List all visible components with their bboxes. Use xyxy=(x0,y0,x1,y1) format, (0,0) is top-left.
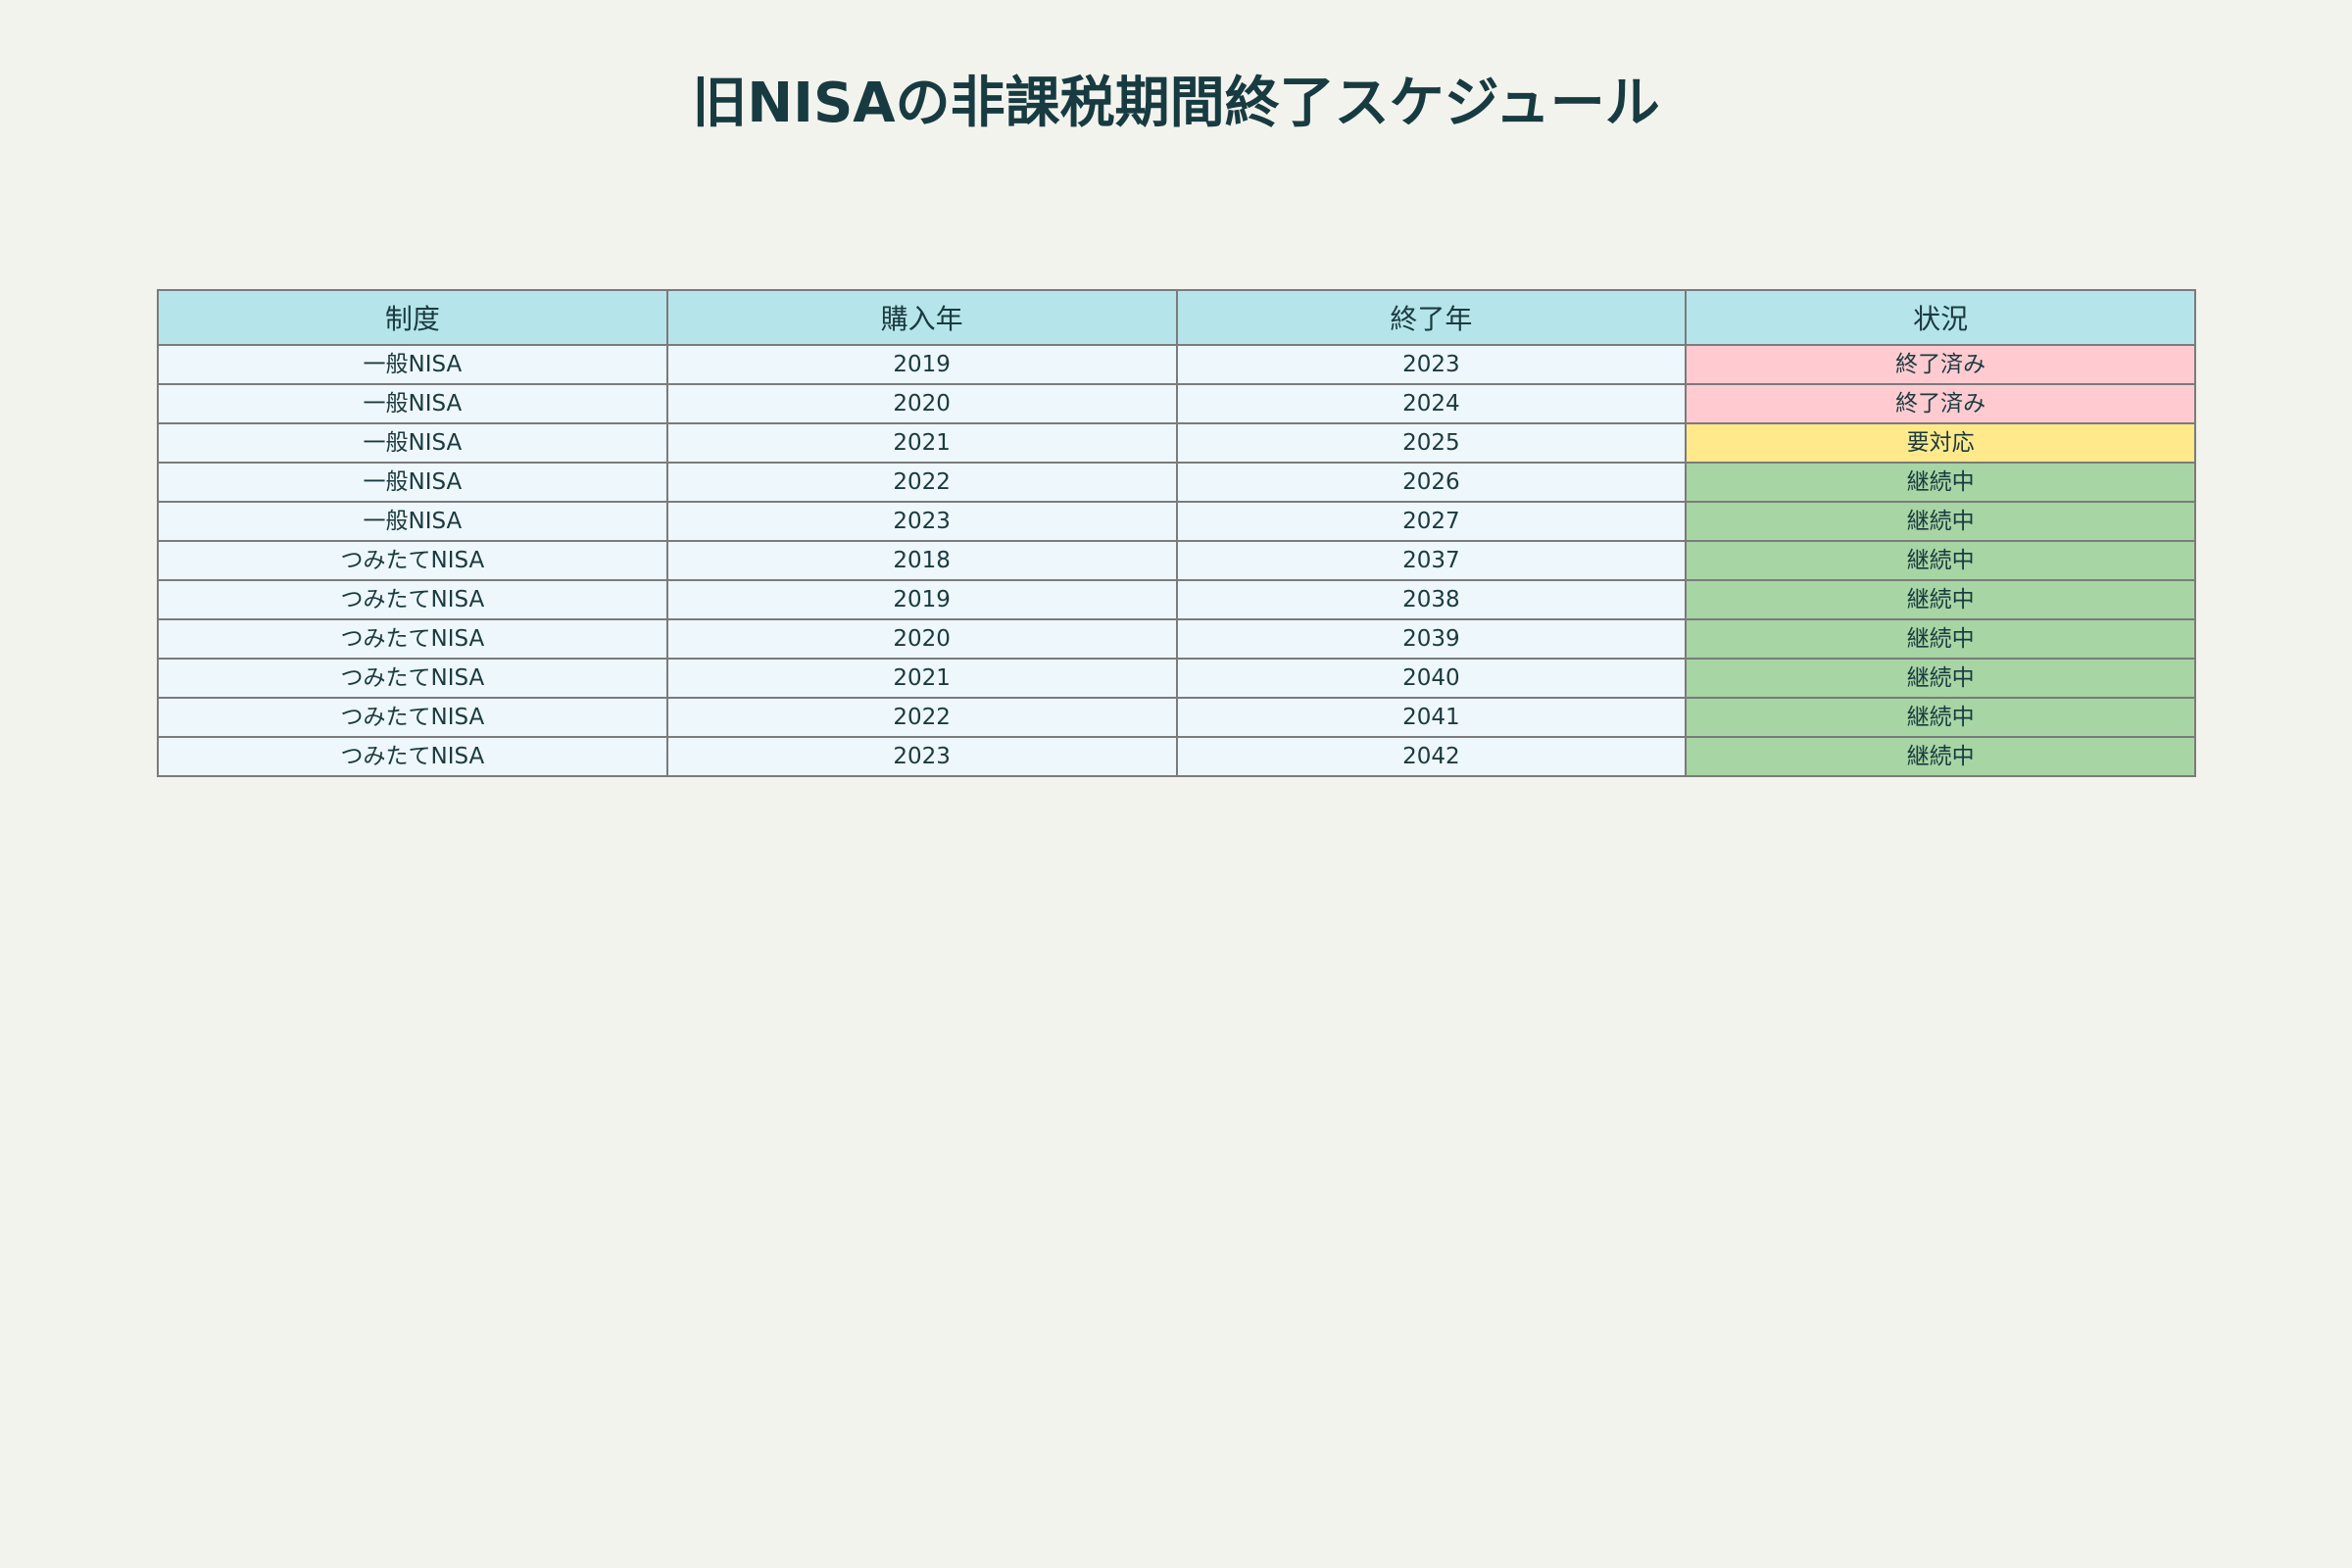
table-row: 一般NISA 2021 2025 要対応 xyxy=(157,422,2196,464)
table-body: 一般NISA 2019 2023 終了済み 一般NISA 2020 2024 終了済み 一般NI… xyxy=(157,344,2196,777)
cell-system: つみたてNISA xyxy=(157,736,668,777)
cell-end-year: 2026 xyxy=(1175,462,1688,503)
cell-status: 終了済み xyxy=(1685,344,2196,385)
cell-system: つみたてNISA xyxy=(157,697,668,738)
cell-end-year: 2042 xyxy=(1175,736,1688,777)
table-row: つみたてNISA 2022 2041 継続中 xyxy=(157,697,2196,738)
table-row: つみたてNISA 2021 2040 継続中 xyxy=(157,658,2196,699)
cell-system: 一般NISA xyxy=(157,422,668,464)
cell-status: 終了済み xyxy=(1685,383,2196,424)
cell-purchase-year: 2019 xyxy=(665,344,1178,385)
cell-purchase-year: 2019 xyxy=(665,579,1178,620)
cell-end-year: 2024 xyxy=(1175,383,1688,424)
cell-status: 継続中 xyxy=(1685,462,2196,503)
cell-purchase-year: 2022 xyxy=(665,462,1178,503)
cell-end-year: 2037 xyxy=(1175,540,1688,581)
cell-status: 継続中 xyxy=(1685,658,2196,699)
cell-purchase-year: 2018 xyxy=(665,540,1178,581)
cell-purchase-year: 2020 xyxy=(665,618,1178,660)
cell-purchase-year: 2022 xyxy=(665,697,1178,738)
column-header-status: 状況 xyxy=(1685,289,2196,346)
cell-system: 一般NISA xyxy=(157,501,668,542)
table-row: 一般NISA 2020 2024 終了済み xyxy=(157,383,2196,424)
cell-system: つみたてNISA xyxy=(157,579,668,620)
column-header-purchase-year: 購入年 xyxy=(665,289,1178,346)
table-row: 一般NISA 2019 2023 終了済み xyxy=(157,344,2196,385)
cell-end-year: 2038 xyxy=(1175,579,1688,620)
table-row: 一般NISA 2023 2027 継続中 xyxy=(157,501,2196,542)
cell-purchase-year: 2020 xyxy=(665,383,1178,424)
cell-end-year: 2027 xyxy=(1175,501,1688,542)
header-row: 制度 購入年 終了年 状況 xyxy=(157,289,2196,346)
cell-system: つみたてNISA xyxy=(157,540,668,581)
cell-system: 一般NISA xyxy=(157,462,668,503)
table-row: つみたてNISA 2023 2042 継続中 xyxy=(157,736,2196,777)
cell-system: 一般NISA xyxy=(157,383,668,424)
schedule-table: 制度 購入年 終了年 状況 一般NISA 2019 2023 終了済み 一般NISA 20… xyxy=(157,289,2196,777)
cell-purchase-year: 2021 xyxy=(665,658,1178,699)
cell-end-year: 2025 xyxy=(1175,422,1688,464)
cell-status: 要対応 xyxy=(1685,422,2196,464)
cell-purchase-year: 2021 xyxy=(665,422,1178,464)
cell-end-year: 2040 xyxy=(1175,658,1688,699)
cell-status: 継続中 xyxy=(1685,618,2196,660)
page-title: 旧NISAの非課税期間終了スケジュール xyxy=(692,72,1660,135)
cell-status: 継続中 xyxy=(1685,697,2196,738)
cell-system: つみたてNISA xyxy=(157,658,668,699)
table-row: つみたてNISA 2020 2039 継続中 xyxy=(157,618,2196,660)
cell-status: 継続中 xyxy=(1685,540,2196,581)
cell-end-year: 2039 xyxy=(1175,618,1688,660)
table-row: つみたてNISA 2019 2038 継続中 xyxy=(157,579,2196,620)
cell-purchase-year: 2023 xyxy=(665,501,1178,542)
cell-end-year: 2023 xyxy=(1175,344,1688,385)
table-row: つみたてNISA 2018 2037 継続中 xyxy=(157,540,2196,581)
column-header-system: 制度 xyxy=(157,289,668,346)
cell-status: 継続中 xyxy=(1685,579,2196,620)
cell-purchase-year: 2023 xyxy=(665,736,1178,777)
column-header-end-year: 終了年 xyxy=(1175,289,1688,346)
cell-system: 一般NISA xyxy=(157,344,668,385)
table-header: 制度 購入年 終了年 状況 xyxy=(157,289,2196,346)
cell-system: つみたてNISA xyxy=(157,618,668,660)
table-row: 一般NISA 2022 2026 継続中 xyxy=(157,462,2196,503)
cell-end-year: 2041 xyxy=(1175,697,1688,738)
cell-status: 継続中 xyxy=(1685,501,2196,542)
cell-status: 継続中 xyxy=(1685,736,2196,777)
